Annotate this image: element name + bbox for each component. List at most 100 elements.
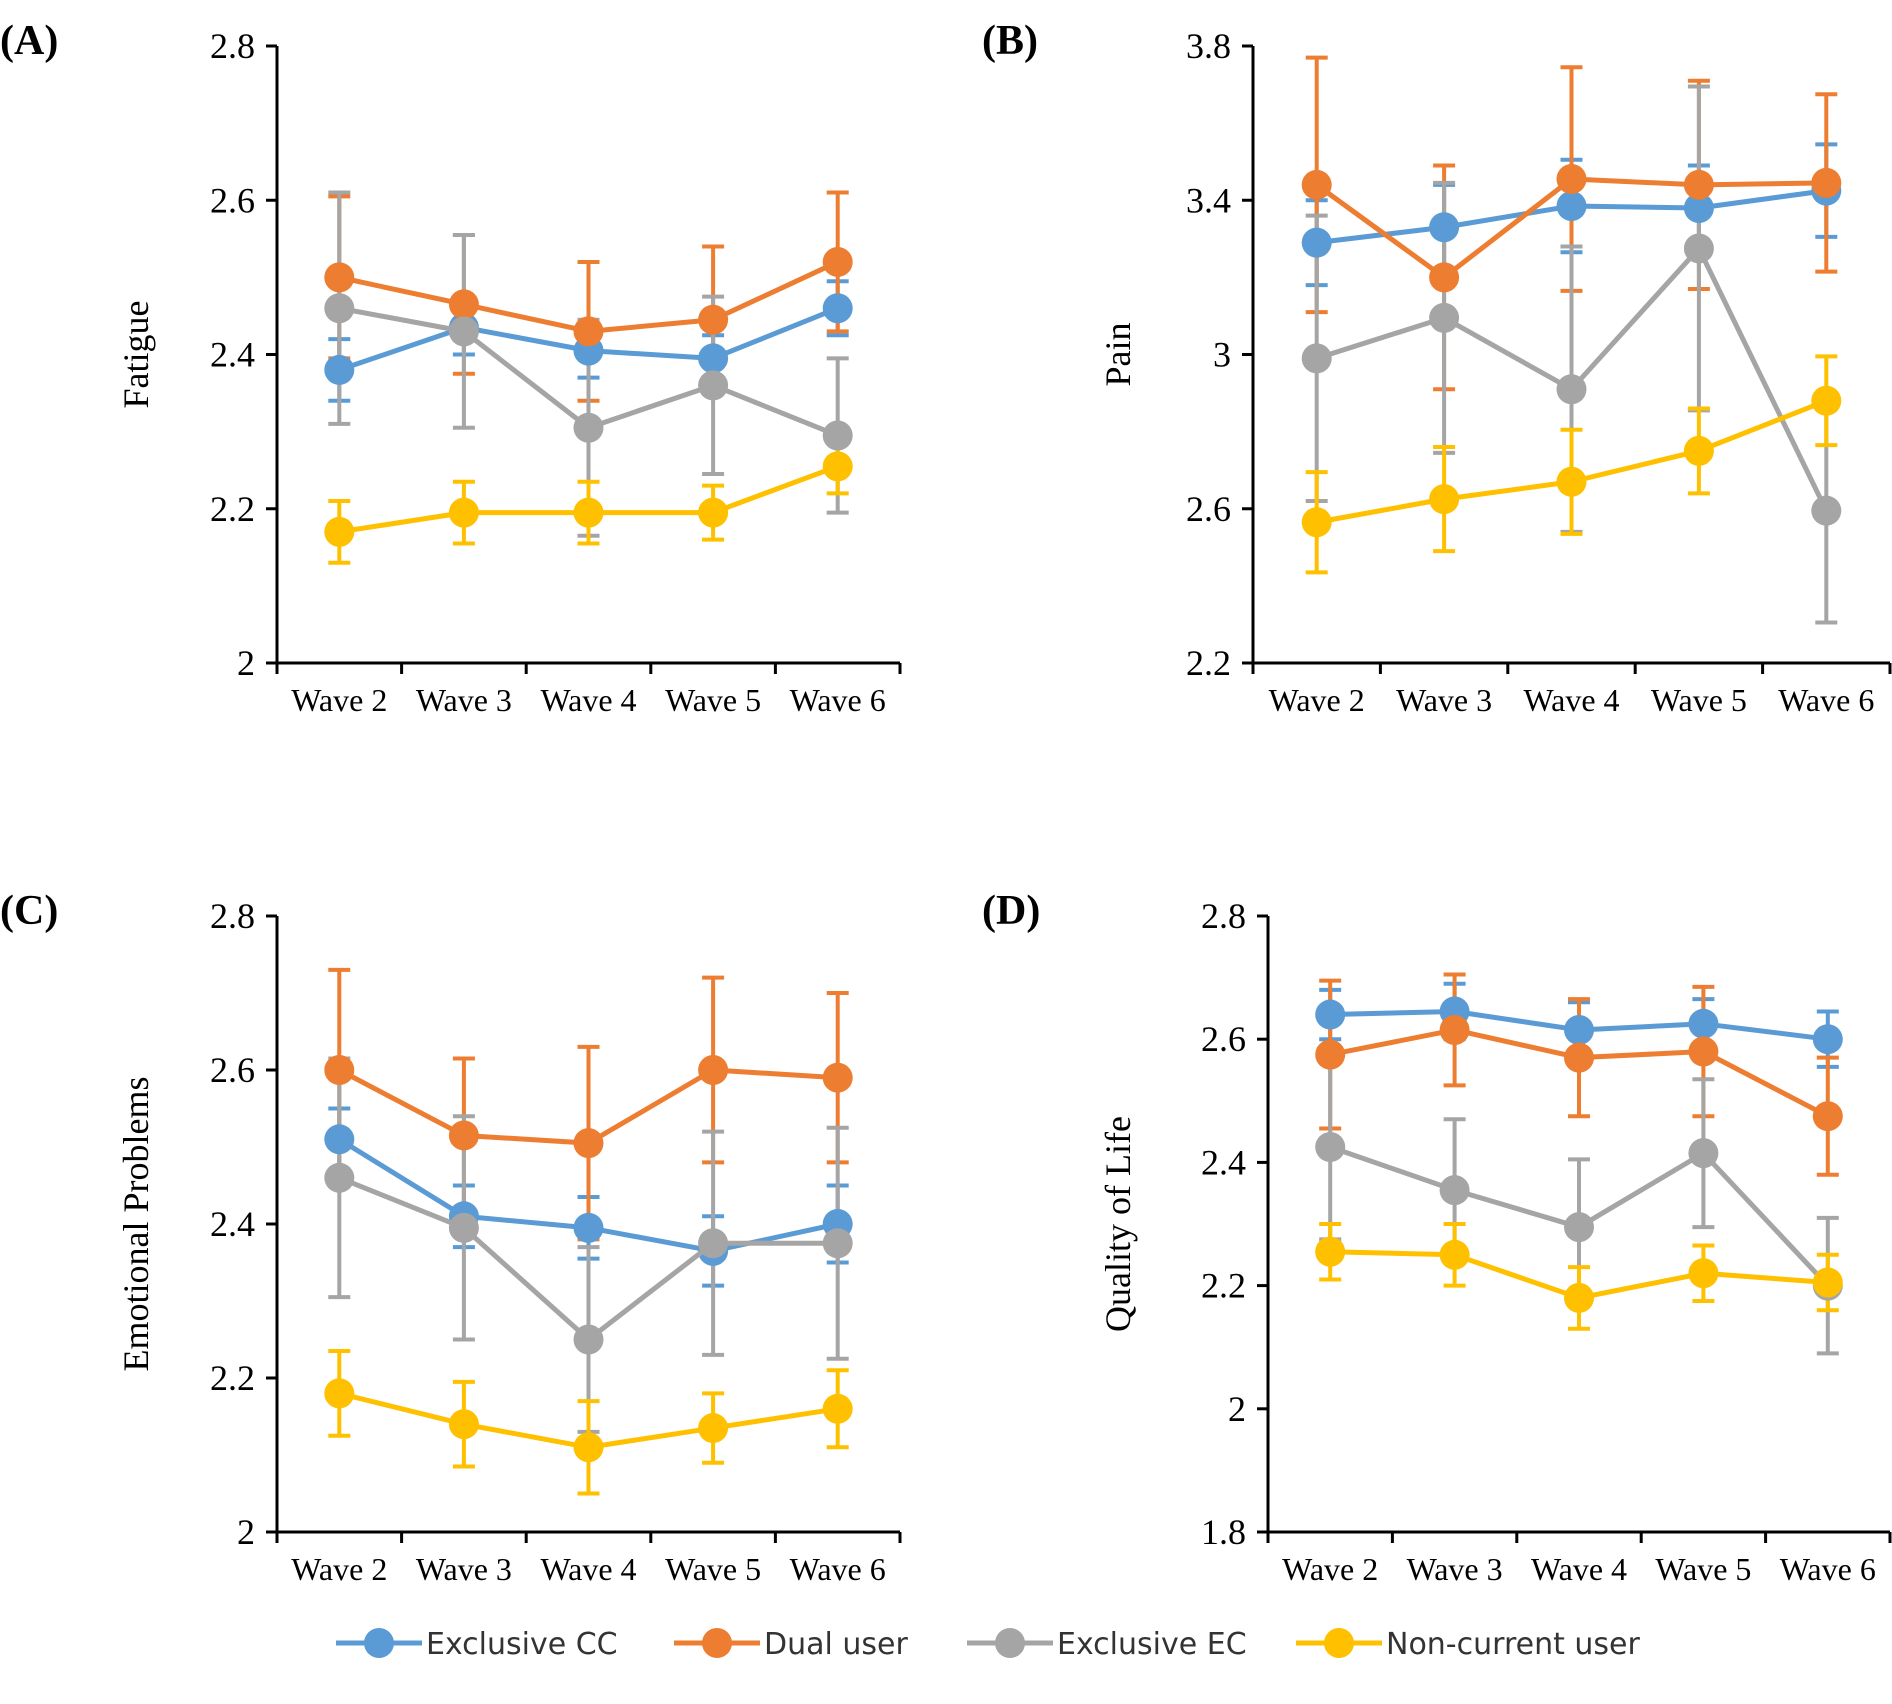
- x-tick-label: Wave 2: [1269, 682, 1365, 718]
- data-point: [1564, 1042, 1594, 1073]
- data-point: [1301, 507, 1332, 538]
- data-point: [324, 354, 355, 385]
- x-tick-label: Wave 6: [1780, 1551, 1876, 1587]
- data-point: [1439, 1239, 1470, 1270]
- y-axis-label: Pain: [1098, 322, 1138, 386]
- x-tick-label: Wave 4: [540, 682, 636, 718]
- y-tick-label: 2: [1228, 1389, 1246, 1429]
- x-tick-label: Wave 2: [291, 1551, 387, 1587]
- data-point: [1429, 302, 1460, 333]
- x-tick-label: Wave 3: [1396, 682, 1492, 718]
- data-point: [573, 1324, 604, 1355]
- data-point: [573, 1212, 604, 1243]
- series-exclusive-cc: [1315, 996, 1843, 1055]
- data-point: [324, 516, 355, 547]
- data-point: [573, 412, 604, 443]
- panel-a: (A) Fatigue 2 2.2 2.4 2.6 2.8 Wave 2 Wave 3 Wave …: [0, 18, 902, 718]
- data-point: [822, 1393, 853, 1424]
- data-point: [324, 1378, 355, 1409]
- data-point: [1315, 1236, 1346, 1267]
- data-point: [822, 1228, 853, 1259]
- data-point: [1439, 1014, 1470, 1045]
- data-point: [1564, 1282, 1594, 1313]
- data-point: [1812, 1267, 1843, 1298]
- series-non-current-user: [1301, 385, 1842, 538]
- legend: Exclusive CC Dual user Exclusive EC Non-cur…: [336, 1627, 1640, 1662]
- data-point: [1315, 1132, 1346, 1162]
- data-point: [573, 316, 604, 347]
- x-tick-label: Wave 5: [1651, 682, 1747, 718]
- y-tick-label: 2.8: [210, 896, 255, 936]
- x-tick-label: Wave 5: [665, 682, 761, 718]
- data-point: [1683, 435, 1714, 466]
- data-point: [1688, 1258, 1719, 1289]
- y-tick-label: 2: [237, 1512, 255, 1552]
- legend-item-exclusive-cc: Exclusive CC: [336, 1627, 618, 1662]
- data-point: [1683, 169, 1714, 200]
- data-point: [698, 1228, 729, 1259]
- x-tick-label: Wave 2: [1282, 1551, 1378, 1587]
- legend-swatch-marker: [364, 1628, 394, 1658]
- y-tick-label: 2.2: [1186, 643, 1231, 683]
- data-point: [573, 1432, 604, 1463]
- data-point: [1688, 1036, 1719, 1067]
- x-tick-label: Wave 5: [665, 1551, 761, 1587]
- legend-label: Non-current user: [1386, 1627, 1640, 1662]
- data-point: [1564, 1212, 1594, 1243]
- x-tick-label: Wave 3: [416, 682, 512, 718]
- data-point: [1556, 191, 1587, 222]
- data-point: [1439, 1175, 1470, 1206]
- x-tick-label: Wave 4: [1531, 1551, 1627, 1587]
- data-point: [324, 293, 355, 324]
- data-point: [1683, 233, 1714, 264]
- data-point: [1811, 167, 1842, 198]
- y-axis-label: Emotional Problems: [116, 1077, 156, 1372]
- data-point: [1688, 1138, 1719, 1169]
- x-tick-label: Wave 2: [291, 682, 387, 718]
- x-tick-label: Wave 3: [1407, 1551, 1503, 1587]
- data-point: [1301, 343, 1332, 374]
- data-point: [1315, 999, 1346, 1030]
- data-point: [698, 304, 729, 335]
- data-point: [698, 1413, 729, 1444]
- data-point: [448, 316, 479, 347]
- y-tick-label: 2.2: [1201, 1266, 1246, 1306]
- data-point: [1683, 192, 1714, 223]
- data-point: [698, 497, 729, 528]
- data-point: [822, 293, 853, 324]
- data-point: [324, 1055, 355, 1085]
- series-non-current-user: [324, 451, 853, 547]
- errorbars-dual-user: [1319, 972, 1839, 1177]
- data-point: [1811, 385, 1842, 416]
- legend-item-non-current-user: Non-current user: [1296, 1627, 1640, 1662]
- series-non-current-user: [1315, 1236, 1843, 1313]
- data-point: [1688, 1008, 1719, 1039]
- series-dual-user: [1315, 1014, 1843, 1132]
- data-point: [698, 370, 729, 401]
- data-point: [1315, 1039, 1346, 1070]
- series-exclusive-ec: [324, 293, 853, 451]
- legend-swatch-marker: [1324, 1628, 1354, 1658]
- legend-label: Exclusive CC: [426, 1627, 618, 1662]
- y-tick-label: 2.6: [1201, 1019, 1246, 1059]
- series-exclusive-ec: [1301, 233, 1842, 526]
- data-point: [1556, 466, 1587, 497]
- data-point: [1301, 169, 1332, 200]
- panel-c: (C) Emotional Problems 2 2.2 2.4 2.6 2.8 Wave 2…: [0, 888, 902, 1587]
- series-dual-user: [324, 246, 853, 347]
- y-tick-label: 2.6: [1186, 489, 1231, 529]
- errorbars-non-current-user: [1319, 1222, 1839, 1331]
- x-tick-label: Wave 6: [790, 682, 886, 718]
- data-point: [448, 1120, 479, 1151]
- data-point: [573, 497, 604, 528]
- series-dual-user: [1301, 164, 1842, 293]
- y-tick-label: 2.2: [210, 489, 255, 529]
- legend-swatch-marker: [995, 1628, 1025, 1658]
- y-tick-label: 2.2: [210, 1358, 255, 1398]
- data-point: [448, 1409, 479, 1440]
- data-point: [1301, 227, 1332, 258]
- y-tick-label: 2.8: [210, 26, 255, 66]
- x-tick-label: Wave 6: [790, 1551, 886, 1587]
- y-tick-label: 2.6: [210, 1050, 255, 1090]
